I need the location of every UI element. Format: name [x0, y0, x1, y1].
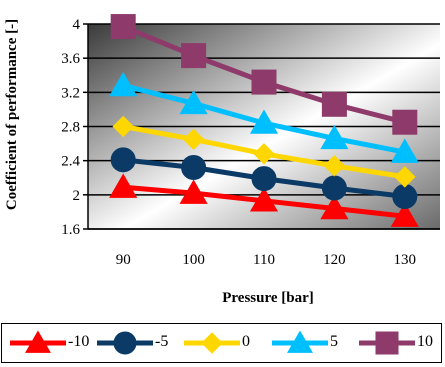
data-point [253, 143, 275, 165]
legend-item-10: 10 [357, 324, 443, 362]
data-point [390, 202, 419, 227]
y-tick-label: 2 [73, 188, 81, 204]
legend-label: -10 [68, 333, 90, 350]
data-point [179, 89, 208, 115]
x-tick-label: 130 [394, 252, 417, 268]
series--5 [110, 147, 418, 210]
legend-marker [113, 331, 137, 355]
legend-label: -5 [155, 333, 169, 350]
data-point [181, 155, 207, 180]
data-point [179, 179, 208, 204]
legend-marker [375, 331, 399, 355]
y-tick-label: 2.8 [61, 120, 80, 136]
x-tick-label: 110 [253, 252, 275, 268]
data-point [320, 194, 349, 220]
data-point [249, 187, 279, 212]
legend-label: 5 [330, 333, 338, 350]
data-point [392, 184, 418, 210]
legend-item-5: 5 [270, 324, 356, 362]
data-point [109, 173, 138, 198]
data-point [323, 155, 346, 177]
data-point [182, 128, 205, 151]
data-point [321, 175, 347, 201]
legend-marker [25, 330, 51, 353]
y-axis-title: Coefficient of performance [-] [4, 19, 20, 210]
legend-marker [201, 332, 223, 354]
data-point [251, 69, 277, 95]
data-point [394, 166, 416, 188]
y-tick-label: 4 [73, 17, 81, 33]
data-point [390, 138, 419, 163]
y-tick-label: 3.6 [61, 51, 80, 67]
series--10 [109, 173, 419, 227]
y-tick-label: 1.6 [61, 222, 80, 238]
series-layer [109, 14, 419, 227]
data-point [181, 43, 207, 69]
data-point [320, 124, 349, 150]
x-axis-title: Pressure [bar] [222, 290, 314, 306]
series-10 [110, 14, 418, 135]
legend-marker [287, 330, 313, 353]
axes [87, 24, 440, 230]
data-point [109, 71, 138, 97]
legend-label: 10 [417, 333, 433, 350]
data-point [251, 166, 277, 192]
data-point [249, 109, 279, 134]
legend-swatch [10, 330, 66, 353]
legend-item-0: 0 [182, 324, 268, 362]
y-tick-label: 2.4 [61, 154, 80, 170]
legend: -10 -5 0 5 10 [1, 323, 442, 363]
legend-swatch [97, 331, 153, 355]
legend-label: 0 [242, 333, 250, 350]
data-point [110, 14, 136, 40]
legend-swatch [272, 330, 328, 353]
y-tick-label: 3.2 [61, 85, 80, 101]
legend-item--10: -10 [8, 324, 94, 362]
data-point [110, 147, 136, 173]
x-tick-label: 120 [323, 252, 346, 268]
series-5 [109, 71, 419, 163]
x-tick-label: 100 [182, 252, 205, 268]
data-point [392, 109, 418, 135]
data-point [112, 115, 134, 138]
legend-swatch [359, 331, 415, 355]
legend-swatch [184, 332, 240, 354]
data-point [321, 91, 347, 117]
legend-item--5: -5 [95, 324, 181, 362]
tick-labels: 1.6 2 2.4 2.8 3.2 3.6 4 90 100 110 120 130 [61, 17, 416, 268]
series-0 [112, 115, 416, 188]
x-tick-label: 90 [116, 252, 131, 268]
